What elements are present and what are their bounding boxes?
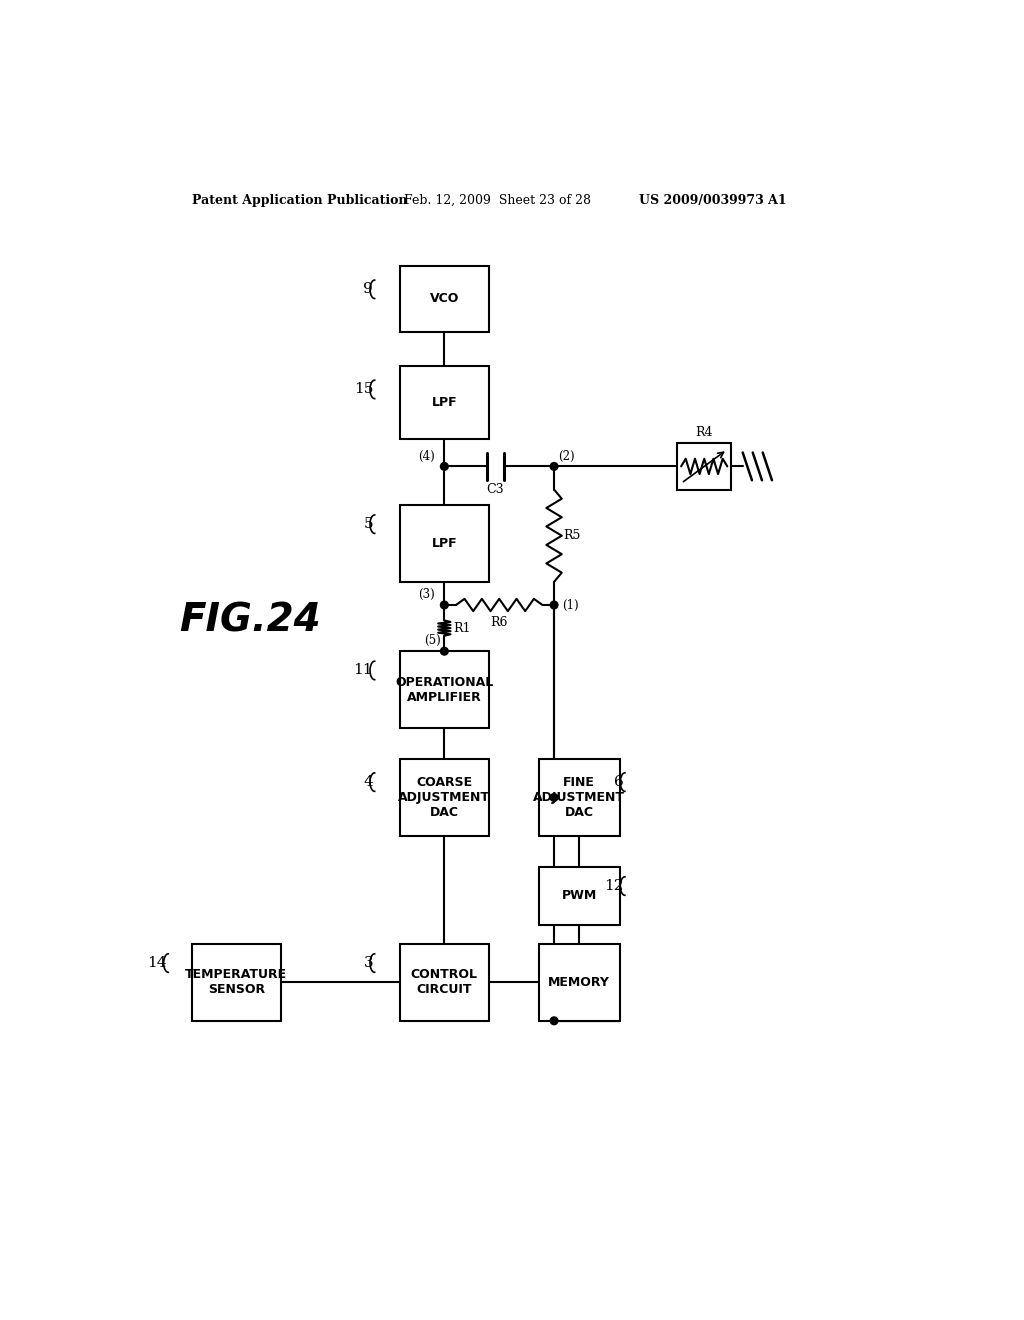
Text: MEMORY: MEMORY	[548, 975, 610, 989]
Text: VCO: VCO	[430, 293, 459, 305]
Bar	[400, 506, 488, 582]
Text: FIG.24: FIG.24	[179, 602, 321, 639]
Text: (2): (2)	[558, 450, 574, 462]
Text: CONTROL
CIRCUIT: CONTROL CIRCUIT	[411, 969, 478, 997]
Text: Patent Application Publication: Patent Application Publication	[193, 194, 408, 207]
Bar	[400, 944, 488, 1020]
Bar	[539, 867, 620, 924]
Circle shape	[550, 601, 558, 609]
Text: 4: 4	[364, 775, 373, 789]
Text: 6: 6	[613, 775, 624, 789]
Circle shape	[440, 647, 449, 655]
Text: 3: 3	[364, 956, 373, 970]
Text: (3): (3)	[419, 589, 435, 601]
Text: US 2009/0039973 A1: US 2009/0039973 A1	[639, 194, 786, 207]
Text: LPF: LPF	[431, 537, 457, 550]
Bar	[193, 944, 281, 1020]
Text: 15: 15	[353, 383, 373, 396]
Circle shape	[550, 793, 558, 801]
Text: 5: 5	[364, 517, 373, 531]
Text: PWM: PWM	[561, 890, 597, 902]
Text: 12: 12	[604, 879, 624, 894]
Text: R4: R4	[695, 426, 713, 440]
Text: Feb. 12, 2009  Sheet 23 of 28: Feb. 12, 2009 Sheet 23 of 28	[403, 194, 591, 207]
Text: (1): (1)	[562, 598, 579, 611]
Bar	[400, 651, 488, 729]
Text: R1: R1	[454, 622, 471, 635]
Circle shape	[550, 462, 558, 470]
Text: 14: 14	[147, 956, 167, 970]
Bar	[539, 944, 620, 1020]
Text: LPF: LPF	[431, 396, 457, 409]
Text: FINE
ADJUSTMENT
DAC: FINE ADJUSTMENT DAC	[534, 776, 625, 818]
Text: COARSE
ADJUSTMENT
DAC: COARSE ADJUSTMENT DAC	[398, 776, 490, 818]
Circle shape	[440, 462, 449, 470]
Bar	[539, 759, 620, 836]
Text: OPERATIONAL
AMPLIFIER: OPERATIONAL AMPLIFIER	[395, 676, 494, 704]
Text: 9: 9	[364, 282, 373, 296]
Circle shape	[550, 1016, 558, 1024]
Bar	[400, 759, 488, 836]
Text: R6: R6	[490, 615, 508, 628]
Text: (4): (4)	[419, 450, 435, 462]
Text: 11: 11	[353, 664, 373, 677]
Text: C3: C3	[486, 483, 504, 496]
Circle shape	[440, 601, 449, 609]
Bar	[400, 267, 488, 331]
Bar	[400, 367, 488, 440]
Bar	[677, 444, 731, 490]
Text: R5: R5	[563, 529, 581, 543]
Text: TEMPERATURE
SENSOR: TEMPERATURE SENSOR	[185, 969, 288, 997]
Text: (5): (5)	[424, 635, 440, 647]
